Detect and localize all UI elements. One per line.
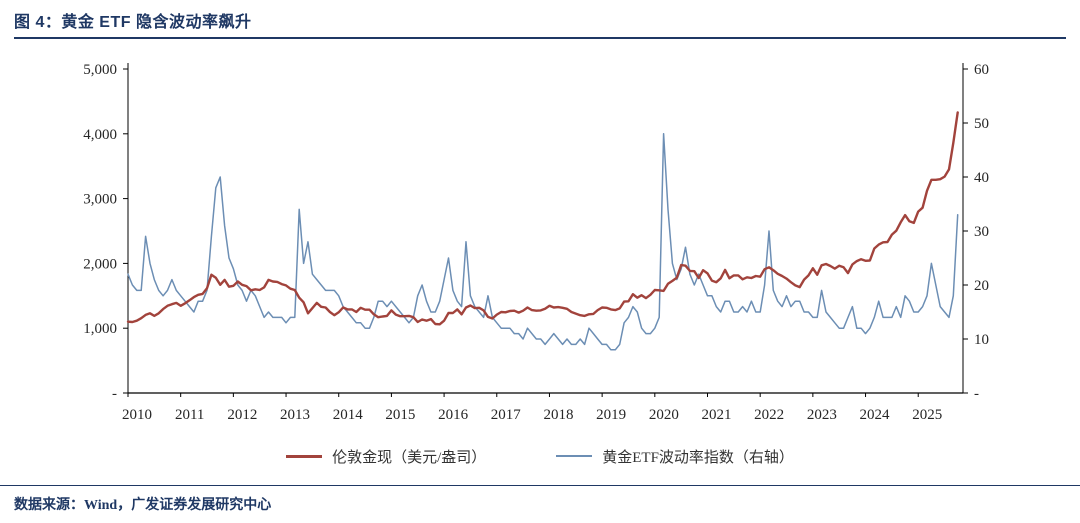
svg-text:2024: 2024 xyxy=(860,407,891,423)
figure-footer: 数据来源：Wind，广发证券发展研究中心 xyxy=(0,485,1080,514)
chart-svg: - 1,000 2,000 3,000 4,000 5,000 - 10 20 30 40 50 60 2… xyxy=(83,62,989,423)
legend-label-gold-price: 伦敦金现（美元/盎司） xyxy=(332,449,487,466)
data-source-text: 数据来源：Wind，广发证券发展研究中心 xyxy=(14,498,272,513)
svg-text:20: 20 xyxy=(974,278,989,294)
gold-line-swatch-icon xyxy=(286,454,323,458)
svg-text:2025: 2025 xyxy=(912,407,942,423)
legend-item-volatility: 黄金ETF波动率指数（右轴） xyxy=(556,446,794,467)
legend-item-gold-price: 伦敦金现（美元/盎司） xyxy=(286,446,486,467)
svg-text:2013: 2013 xyxy=(280,407,310,423)
svg-text:2023: 2023 xyxy=(807,407,837,423)
svg-text:2022: 2022 xyxy=(754,407,784,423)
title-divider xyxy=(14,37,1066,39)
svg-text:2019: 2019 xyxy=(596,407,626,423)
svg-text:-: - xyxy=(112,386,117,402)
svg-text:2018: 2018 xyxy=(543,407,573,423)
svg-text:2010: 2010 xyxy=(122,407,152,423)
svg-text:2011: 2011 xyxy=(175,407,204,423)
figure-header: 图 4：黄金 ETF 隐含波动率飙升 xyxy=(0,0,1080,39)
svg-text:4,000: 4,000 xyxy=(83,127,117,143)
svg-text:2015: 2015 xyxy=(385,407,415,423)
svg-text:3,000: 3,000 xyxy=(83,192,117,208)
legend-label-volatility: 黄金ETF波动率指数（右轴） xyxy=(602,449,794,466)
figure-title: 图 4：黄金 ETF 隐含波动率飙升 xyxy=(14,14,252,31)
svg-text:2012: 2012 xyxy=(227,407,257,423)
svg-text:2020: 2020 xyxy=(649,407,679,423)
svg-text:2017: 2017 xyxy=(491,407,522,423)
svg-text:30: 30 xyxy=(974,224,989,240)
svg-text:2014: 2014 xyxy=(333,407,364,423)
svg-text:2021: 2021 xyxy=(701,407,731,423)
svg-text:-: - xyxy=(974,386,979,402)
svg-text:5,000: 5,000 xyxy=(83,62,117,78)
footer-divider xyxy=(0,485,1080,486)
volatility-line-swatch-icon xyxy=(556,455,593,457)
chart-legend: 伦敦金现（美元/盎司） 黄金ETF波动率指数（右轴） xyxy=(0,443,1080,469)
svg-text:40: 40 xyxy=(974,170,989,186)
svg-text:60: 60 xyxy=(974,62,989,78)
svg-text:10: 10 xyxy=(974,332,989,348)
svg-text:2,000: 2,000 xyxy=(83,256,117,272)
svg-text:1,000: 1,000 xyxy=(83,321,117,337)
svg-text:2016: 2016 xyxy=(438,407,469,423)
svg-text:50: 50 xyxy=(974,116,989,132)
